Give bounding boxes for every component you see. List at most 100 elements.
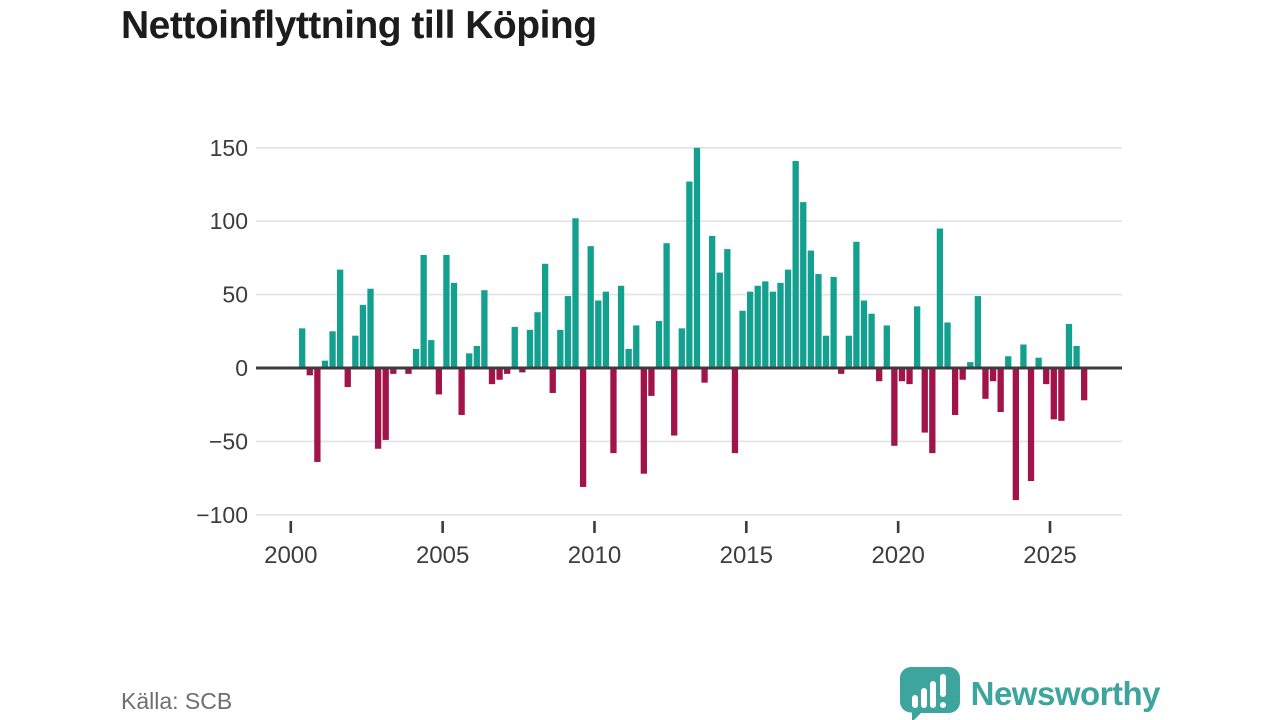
bar <box>633 325 640 368</box>
bar <box>428 340 435 368</box>
bar <box>602 291 610 368</box>
bar <box>997 368 1004 413</box>
bar <box>876 368 883 382</box>
bar <box>936 228 944 368</box>
bar <box>838 368 845 374</box>
bar <box>306 368 313 376</box>
bar <box>1035 357 1042 368</box>
x-tick-label: 2020 <box>871 542 924 569</box>
x-tick-label: 2005 <box>416 542 469 569</box>
chart-footer: Källa: SCB Newsworthy <box>0 667 1280 720</box>
bar <box>746 291 754 368</box>
bar <box>777 282 784 368</box>
bar <box>868 313 875 368</box>
bar <box>807 250 815 368</box>
bar <box>367 288 374 368</box>
bar <box>587 246 594 368</box>
bar <box>845 335 852 368</box>
bar <box>784 269 792 368</box>
bar <box>982 368 989 399</box>
bar <box>374 368 382 449</box>
bar <box>921 368 928 433</box>
bar <box>564 296 572 368</box>
source-caption: Källa: SCB <box>121 688 233 714</box>
x-tick-label: 2015 <box>720 542 773 569</box>
bar <box>739 310 746 368</box>
bar <box>458 368 465 415</box>
x-tick-label: 2010 <box>568 542 621 569</box>
brand-wordmark: Newsworthy <box>970 675 1161 712</box>
bar <box>959 368 966 380</box>
bar <box>314 368 321 462</box>
bar <box>913 306 921 368</box>
bar <box>321 360 329 368</box>
bar <box>519 368 526 373</box>
bar <box>686 181 693 368</box>
bar <box>299 328 306 368</box>
bar <box>648 368 655 396</box>
bar <box>724 249 731 368</box>
bar <box>337 269 344 368</box>
bar <box>1027 368 1035 482</box>
bar <box>853 241 860 368</box>
bar <box>625 348 632 368</box>
bar <box>830 276 837 368</box>
bar <box>716 272 723 368</box>
bar <box>572 218 579 368</box>
bar <box>769 291 777 368</box>
bar <box>405 368 412 374</box>
bar <box>557 329 564 368</box>
bar <box>541 263 549 368</box>
bar <box>534 312 541 368</box>
y-tick-label: 150 <box>210 135 248 161</box>
bar <box>473 345 480 368</box>
bar <box>549 368 556 393</box>
bar <box>693 147 701 368</box>
bar <box>883 325 890 368</box>
bar <box>792 161 799 368</box>
bar <box>898 368 906 382</box>
page-title: Nettoinflyttning till Köping <box>121 4 597 47</box>
bar <box>951 368 959 415</box>
y-tick-label: −50 <box>209 428 248 454</box>
bar <box>678 328 685 368</box>
bar <box>595 300 602 368</box>
bar <box>1050 368 1057 420</box>
bar <box>906 368 913 385</box>
bar <box>481 290 488 368</box>
bar <box>526 329 534 368</box>
bar <box>655 321 663 368</box>
bar <box>1012 368 1019 501</box>
bar <box>511 326 518 368</box>
bar <box>640 368 647 474</box>
bar <box>974 296 982 368</box>
bar <box>860 300 868 368</box>
bar <box>989 368 997 382</box>
bar <box>800 202 807 368</box>
bar <box>731 368 739 454</box>
bar <box>663 243 670 368</box>
bar <box>822 335 830 368</box>
bar <box>420 254 427 368</box>
bar <box>1073 345 1080 368</box>
bar <box>412 348 420 368</box>
bar <box>929 368 936 454</box>
bar <box>504 368 511 374</box>
bar <box>754 285 761 368</box>
y-tick-label: 0 <box>235 355 248 381</box>
bar <box>1065 323 1073 368</box>
bar <box>617 285 625 368</box>
bar <box>709 235 716 368</box>
bar <box>944 322 951 368</box>
chart-bubble-icon <box>899 667 960 720</box>
bar <box>967 362 974 368</box>
bar <box>671 368 678 436</box>
bar <box>390 368 397 374</box>
bar <box>496 368 503 380</box>
bar <box>359 304 367 368</box>
bar <box>382 368 389 440</box>
bar <box>891 368 898 446</box>
bar <box>1043 368 1050 385</box>
bar <box>1058 368 1065 421</box>
x-tick-label: 2000 <box>264 542 317 569</box>
